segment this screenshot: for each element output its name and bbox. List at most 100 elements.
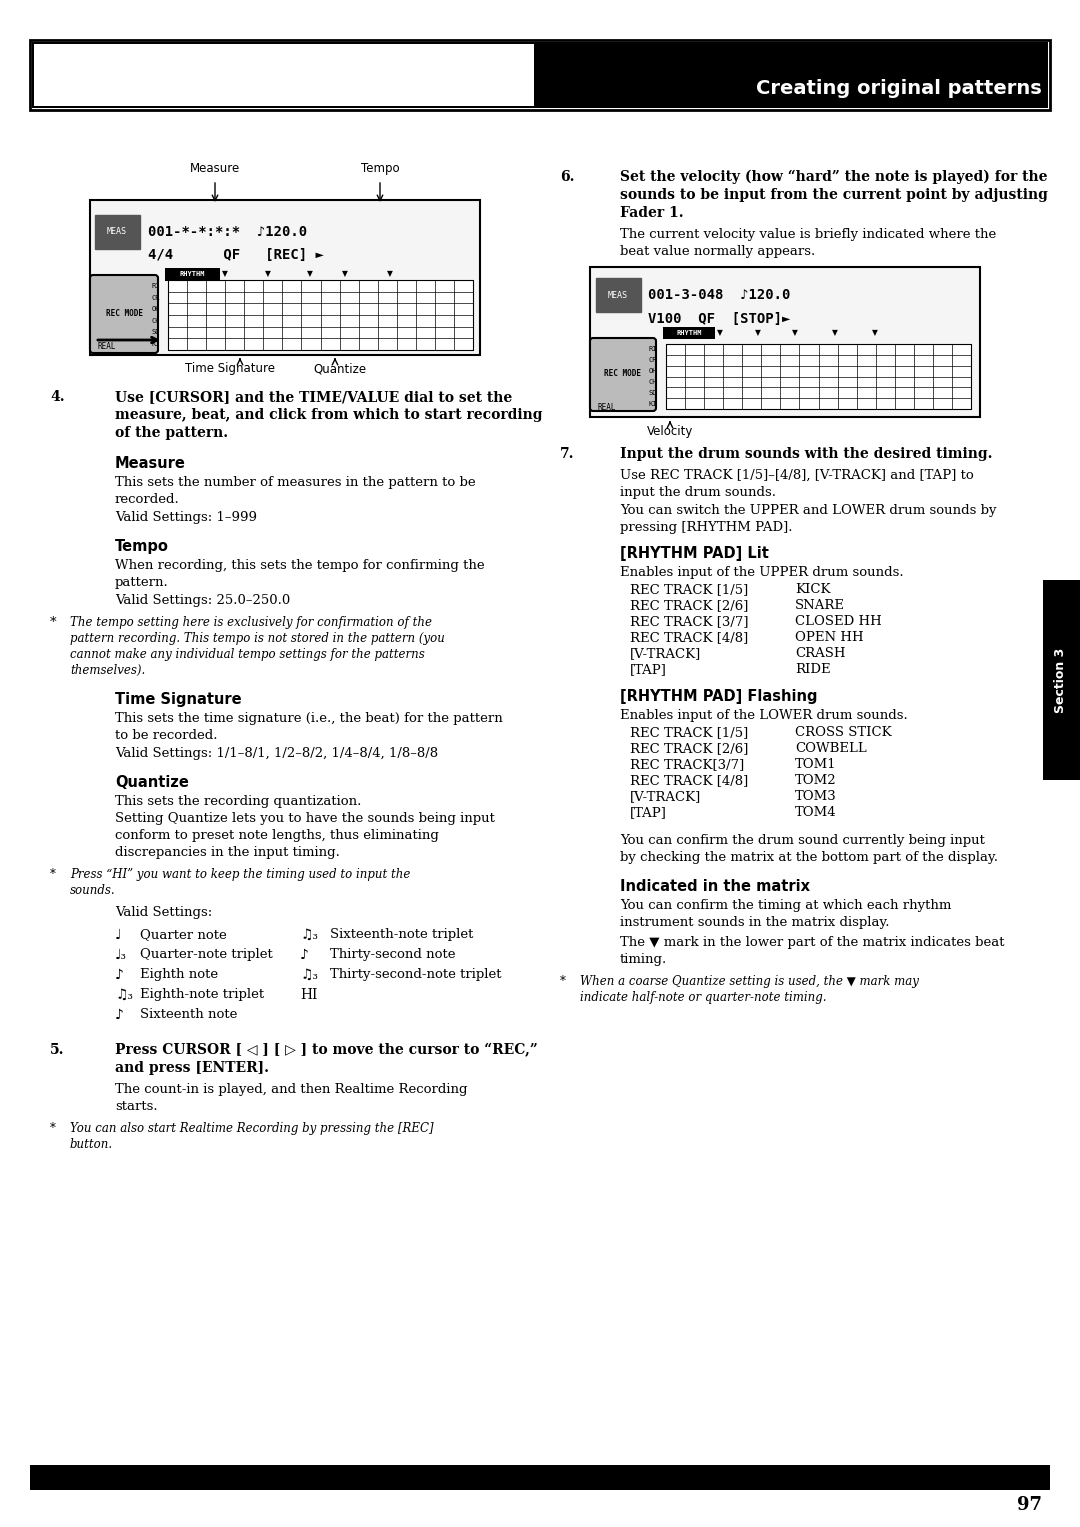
Text: TOM3: TOM3	[795, 789, 837, 803]
Text: and press [ENTER].: and press [ENTER].	[114, 1061, 269, 1075]
Text: [TAP]: [TAP]	[630, 663, 666, 676]
Text: The ▼ mark in the lower part of the matrix indicates beat: The ▼ mark in the lower part of the matr…	[620, 936, 1004, 948]
Text: Quantize: Quantize	[313, 362, 366, 376]
Text: Valid Settings:: Valid Settings:	[114, 906, 213, 919]
Text: by checking the matrix at the bottom part of the display.: by checking the matrix at the bottom par…	[620, 851, 998, 864]
Text: You can switch the UPPER and LOWER drum sounds by: You can switch the UPPER and LOWER drum …	[620, 504, 997, 518]
Bar	[30, 40, 1050, 110]
Text: MEAS: MEAS	[608, 290, 627, 299]
Bar	[30, 1464, 1050, 1490]
Text: ▼: ▼	[265, 269, 271, 278]
Text: CR: CR	[151, 295, 160, 301]
Text: REC TRACK[3/7]: REC TRACK[3/7]	[630, 757, 744, 771]
Text: ♪: ♪	[300, 948, 309, 962]
Text: KICK: KICK	[795, 583, 831, 596]
Text: KI: KI	[151, 341, 160, 347]
Text: Enables input of the UPPER drum sounds.: Enables input of the UPPER drum sounds.	[620, 567, 904, 579]
Text: ▼: ▼	[387, 269, 393, 278]
Text: ▼: ▼	[792, 328, 798, 337]
Text: ♩₃: ♩₃	[114, 948, 127, 962]
Text: HI: HI	[300, 988, 318, 1002]
Text: The tempo setting here is exclusively for confirmation of the: The tempo setting here is exclusively fo…	[70, 615, 432, 629]
Text: ▼: ▼	[872, 328, 878, 337]
Text: ▼: ▼	[755, 328, 761, 337]
Text: ▼: ▼	[717, 328, 723, 337]
Text: ▼: ▼	[222, 269, 228, 278]
Text: conform to preset note lengths, thus eliminating: conform to preset note lengths, thus eli…	[114, 829, 438, 841]
Text: REC TRACK [1/5]: REC TRACK [1/5]	[630, 583, 748, 596]
Text: RI: RI	[151, 282, 160, 289]
Text: ♩: ♩	[114, 928, 121, 942]
Text: You can confirm the timing at which each rhythm: You can confirm the timing at which each…	[620, 899, 951, 912]
Text: When a coarse Quantize setting is used, the ▼ mark may: When a coarse Quantize setting is used, …	[580, 976, 919, 988]
Text: themselves).: themselves).	[70, 664, 145, 676]
Text: 4/4      QF   [REC] ►: 4/4 QF [REC] ►	[148, 247, 324, 263]
Text: sounds.: sounds.	[70, 884, 116, 896]
FancyBboxPatch shape	[590, 337, 656, 411]
Text: starts.: starts.	[114, 1099, 158, 1113]
Text: TOM1: TOM1	[795, 757, 837, 771]
Text: Section 3: Section 3	[1054, 647, 1067, 713]
Text: CRASH: CRASH	[795, 647, 846, 660]
Text: V100  QF  [STOP]►: V100 QF [STOP]►	[648, 312, 791, 325]
Text: RI: RI	[648, 347, 657, 353]
Text: ▼: ▼	[832, 328, 838, 337]
Text: ♫₃: ♫₃	[114, 988, 133, 1002]
Text: Valid Settings: 25.0–250.0: Valid Settings: 25.0–250.0	[114, 594, 291, 608]
Text: pattern.: pattern.	[114, 576, 168, 589]
Text: OH: OH	[151, 307, 160, 312]
Text: [TAP]: [TAP]	[630, 806, 666, 818]
Text: You can also start Realtime Recording by pressing the [REC]: You can also start Realtime Recording by…	[70, 1122, 434, 1135]
Text: measure, beat, and click from which to start recording: measure, beat, and click from which to s…	[114, 408, 542, 421]
Text: 5.: 5.	[50, 1043, 65, 1057]
Text: ▼: ▼	[307, 269, 313, 278]
Text: SNARE: SNARE	[795, 599, 845, 612]
Text: CR: CR	[648, 357, 657, 363]
Text: Tempo: Tempo	[114, 539, 168, 554]
Text: pattern recording. This tempo is not stored in the pattern (you: pattern recording. This tempo is not sto…	[70, 632, 445, 644]
Bar	[33, 44, 534, 105]
Text: 7.: 7.	[561, 447, 575, 461]
Text: Time Signature: Time Signature	[114, 692, 242, 707]
Bar	[663, 327, 715, 339]
Text: Quantize: Quantize	[114, 776, 189, 789]
Text: Fader 1.: Fader 1.	[620, 206, 684, 220]
Text: *: *	[50, 615, 56, 629]
Text: Set the velocity (how “hard” the note is played) for the: Set the velocity (how “hard” the note is…	[620, 169, 1048, 185]
Text: *: *	[50, 1122, 56, 1135]
Bar	[1043, 580, 1080, 780]
FancyBboxPatch shape	[90, 275, 158, 353]
Text: Indicated in the matrix: Indicated in the matrix	[620, 880, 810, 893]
Text: Eighth note: Eighth note	[140, 968, 218, 980]
Text: RHYTHM: RHYTHM	[676, 330, 702, 336]
Text: pressing [RHYTHM PAD].: pressing [RHYTHM PAD].	[620, 521, 793, 534]
Bar	[168, 279, 473, 350]
Text: indicate half-note or quarter-note timing.: indicate half-note or quarter-note timin…	[580, 991, 826, 1003]
Bar	[666, 344, 971, 409]
Text: CH: CH	[648, 379, 657, 385]
Text: Thirty-second-note triplet: Thirty-second-note triplet	[330, 968, 501, 980]
Text: TOM2: TOM2	[795, 774, 837, 786]
Text: Quarter note: Quarter note	[140, 928, 227, 941]
Text: The count-in is played, and then Realtime Recording: The count-in is played, and then Realtim…	[114, 1083, 468, 1096]
Text: cannot make any individual tempo settings for the patterns: cannot make any individual tempo setting…	[70, 647, 424, 661]
Text: OH: OH	[648, 368, 657, 374]
Text: REC TRACK [4/8]: REC TRACK [4/8]	[630, 774, 748, 786]
Text: REC TRACK [1/5]: REC TRACK [1/5]	[630, 725, 748, 739]
Text: CH: CH	[151, 318, 160, 324]
Text: Valid Settings: 1–999: Valid Settings: 1–999	[114, 512, 257, 524]
Text: ▼: ▼	[342, 269, 348, 278]
Text: Setting Quantize lets you to have the sounds being input: Setting Quantize lets you to have the so…	[114, 812, 495, 825]
Text: Valid Settings: 1/1–8/1, 1/2–8/2, 1/4–8/4, 1/8–8/8: Valid Settings: 1/1–8/1, 1/2–8/2, 1/4–8/…	[114, 747, 438, 760]
Text: ♫₃: ♫₃	[300, 928, 318, 942]
Text: REC TRACK [2/6]: REC TRACK [2/6]	[630, 599, 748, 612]
Text: Quarter-note triplet: Quarter-note triplet	[140, 948, 273, 960]
Text: OPEN HH: OPEN HH	[795, 631, 864, 644]
Text: Use REC TRACK [1/5]–[4/8], [V-TRACK] and [TAP] to: Use REC TRACK [1/5]–[4/8], [V-TRACK] and…	[620, 469, 974, 483]
Text: Input the drum sounds with the desired timing.: Input the drum sounds with the desired t…	[620, 447, 993, 461]
Text: [RHYTHM PAD] Flashing: [RHYTHM PAD] Flashing	[620, 689, 818, 704]
Text: This sets the time signature (i.e., the beat) for the pattern: This sets the time signature (i.e., the …	[114, 712, 503, 725]
Text: This sets the recording quantization.: This sets the recording quantization.	[114, 796, 362, 808]
Text: CLOSED HH: CLOSED HH	[795, 615, 881, 628]
Text: This sets the number of measures in the pattern to be: This sets the number of measures in the …	[114, 476, 475, 489]
